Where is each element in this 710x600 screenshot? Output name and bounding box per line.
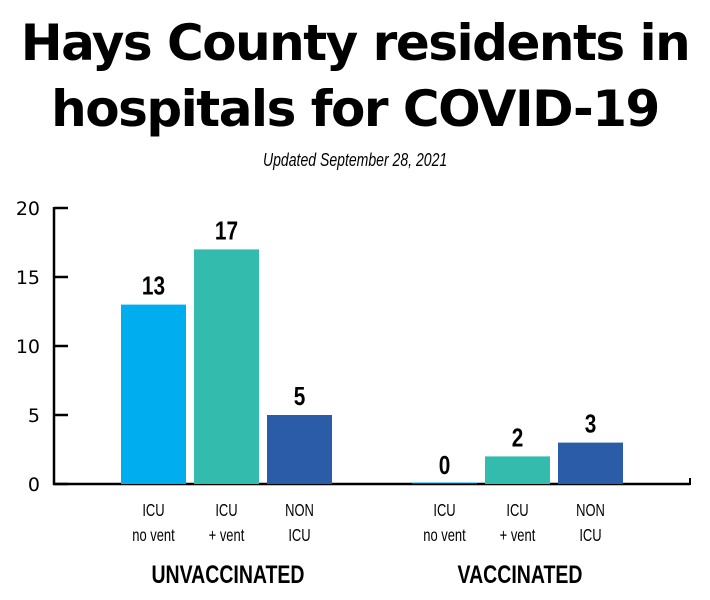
- x-tick-label-line2: + vent: [500, 526, 536, 546]
- y-tick-label: 15: [16, 267, 40, 289]
- x-tick-label-line1: NON: [576, 501, 605, 521]
- bar: [121, 304, 186, 484]
- x-tick-label-line2: + vent: [209, 526, 245, 546]
- data-label: 0: [439, 451, 451, 480]
- x-tick-label-line2: ICU: [579, 526, 601, 546]
- y-tick-label: 20: [16, 198, 40, 220]
- y-tick-label: 5: [28, 405, 40, 427]
- chart-subtitle: Updated September 28, 2021: [0, 150, 710, 171]
- subtitle-text: Updated September 28, 2021: [262, 150, 448, 170]
- x-tick-label-line1: ICU: [142, 501, 164, 521]
- group-label: VACCINATED: [458, 561, 583, 589]
- data-label: 2: [512, 423, 524, 452]
- bar: [485, 456, 550, 484]
- data-label: 5: [294, 382, 306, 411]
- x-tick-label-line2: no vent: [423, 526, 466, 546]
- x-tick-label-line1: ICU: [506, 501, 528, 521]
- x-tick-label-line1: ICU: [215, 501, 237, 521]
- x-tick-label-line2: no vent: [132, 526, 175, 546]
- bar: [194, 249, 259, 484]
- bar: [558, 442, 623, 484]
- y-tick-label: 0: [28, 474, 40, 496]
- y-tick-label: 10: [16, 336, 40, 358]
- chart-title-line-2: hospitals for COVID-19: [51, 80, 660, 138]
- x-tick-label-line1: ICU: [433, 501, 455, 521]
- data-label: 13: [142, 271, 165, 300]
- bar: [267, 415, 332, 484]
- data-label: 3: [585, 409, 597, 438]
- x-tick-label-line1: NON: [285, 501, 314, 521]
- chart-title-line-1: Hays County residents in: [20, 14, 691, 72]
- data-label: 17: [215, 216, 238, 245]
- group-label: UNVACCINATED: [151, 561, 304, 589]
- x-tick-label-line2: ICU: [288, 526, 310, 546]
